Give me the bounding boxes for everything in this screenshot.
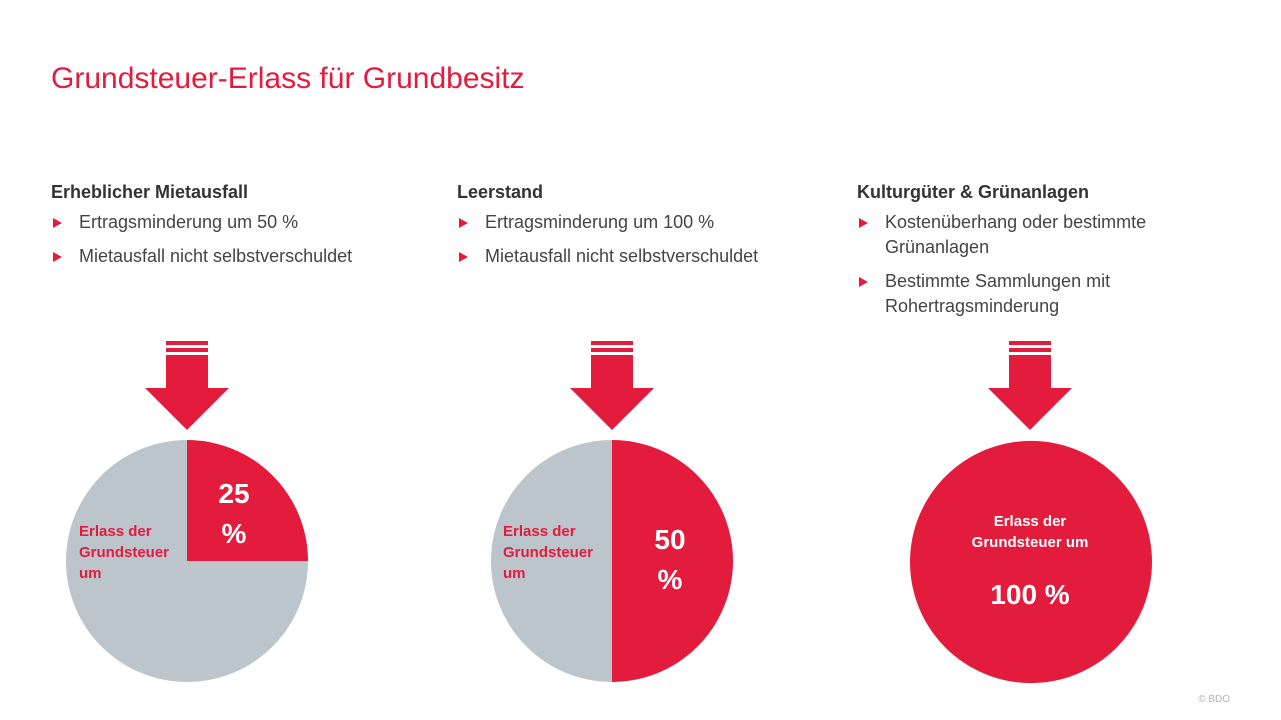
pie-label-line: Grundsteuer bbox=[79, 544, 169, 561]
pie-chart-2: Erlass der Grundsteuer um 50 % bbox=[491, 440, 733, 682]
bullet-text: Ertragsminderung um 100 % bbox=[485, 212, 715, 232]
triangle-bullet-icon bbox=[859, 277, 868, 287]
pie-label-line: um bbox=[503, 565, 526, 582]
pie-label-line: Erlass der bbox=[503, 523, 576, 540]
arrow-down-icon bbox=[988, 341, 1072, 430]
triangle-bullet-icon bbox=[459, 252, 468, 262]
bullet-text: Kostenüberhang oder bestimmte Grünanlage… bbox=[885, 212, 1147, 257]
column-mietausfall: Erheblicher Mietausfall Ertragsminderung… bbox=[51, 182, 431, 278]
pie-label-line: Erlass der bbox=[79, 523, 152, 540]
list-item: Mietausfall nicht selbstverschuldet bbox=[457, 244, 837, 269]
pie-label-line: Grundsteuer bbox=[503, 544, 593, 561]
column-heading: Leerstand bbox=[457, 182, 544, 202]
bullet-list: Ertragsminderung um 100 % Mietausfall ni… bbox=[457, 210, 837, 269]
page-title: Grundsteuer-Erlass für Grundbesitz bbox=[51, 62, 525, 95]
arrow-down-icon bbox=[570, 341, 654, 430]
pie-value-label: 25 bbox=[218, 478, 249, 509]
triangle-bullet-icon bbox=[53, 252, 62, 262]
pie-value-label: 50 bbox=[654, 524, 685, 555]
pie-label-line: Grundsteuer um bbox=[972, 534, 1089, 551]
bullet-list: Ertragsminderung um 50 % Mietausfall nic… bbox=[51, 210, 431, 269]
bullet-list: Kostenüberhang oder bestimmte Grünanlage… bbox=[857, 210, 1207, 319]
pie-slice-erlass bbox=[909, 440, 1152, 684]
list-item: Ertragsminderung um 50 % bbox=[51, 210, 431, 235]
bullet-text: Ertragsminderung um 50 % bbox=[79, 212, 299, 232]
column-heading: Erheblicher Mietausfall bbox=[51, 182, 249, 202]
column-kulturgueter: Kulturgüter & Grünanlagen Kostenüberhang… bbox=[857, 182, 1207, 328]
pie-value-label: 100 % bbox=[990, 579, 1069, 610]
pie-label-line: um bbox=[79, 565, 102, 582]
list-item: Bestimmte Sammlungen mit Rohertragsminde… bbox=[857, 269, 1207, 319]
arrow-down-icon bbox=[145, 341, 229, 430]
pie-chart-1: Erlass der Grundsteuer um 25 % bbox=[66, 440, 308, 682]
list-item: Mietausfall nicht selbstverschuldet bbox=[51, 244, 431, 269]
triangle-bullet-icon bbox=[459, 218, 468, 228]
bullet-text: Mietausfall nicht selbstverschuldet bbox=[79, 246, 353, 266]
pie-slice-erlass bbox=[187, 440, 308, 561]
bullet-text: Bestimmte Sammlungen mit Rohertragsminde… bbox=[885, 271, 1111, 316]
pie-value-label: % bbox=[222, 518, 247, 549]
pie-value-label: % bbox=[658, 564, 683, 595]
column-leerstand: Leerstand Ertragsminderung um 100 % Miet… bbox=[457, 182, 837, 278]
pie-chart-3: Erlass der Grundsteuer um 100 % bbox=[909, 440, 1152, 684]
triangle-bullet-icon bbox=[859, 218, 868, 228]
bullet-text: Mietausfall nicht selbstverschuldet bbox=[485, 246, 759, 266]
column-heading: Kulturgüter & Grünanlagen bbox=[857, 182, 1090, 202]
pie-slice-erlass bbox=[612, 440, 733, 682]
list-item: Ertragsminderung um 100 % bbox=[457, 210, 837, 235]
copyright-note: © BDO bbox=[1198, 694, 1230, 705]
list-item: Kostenüberhang oder bestimmte Grünanlage… bbox=[857, 210, 1207, 260]
triangle-bullet-icon bbox=[53, 218, 62, 228]
pie-slice-rest bbox=[491, 440, 612, 682]
pie-label-line: Erlass der bbox=[994, 513, 1067, 530]
